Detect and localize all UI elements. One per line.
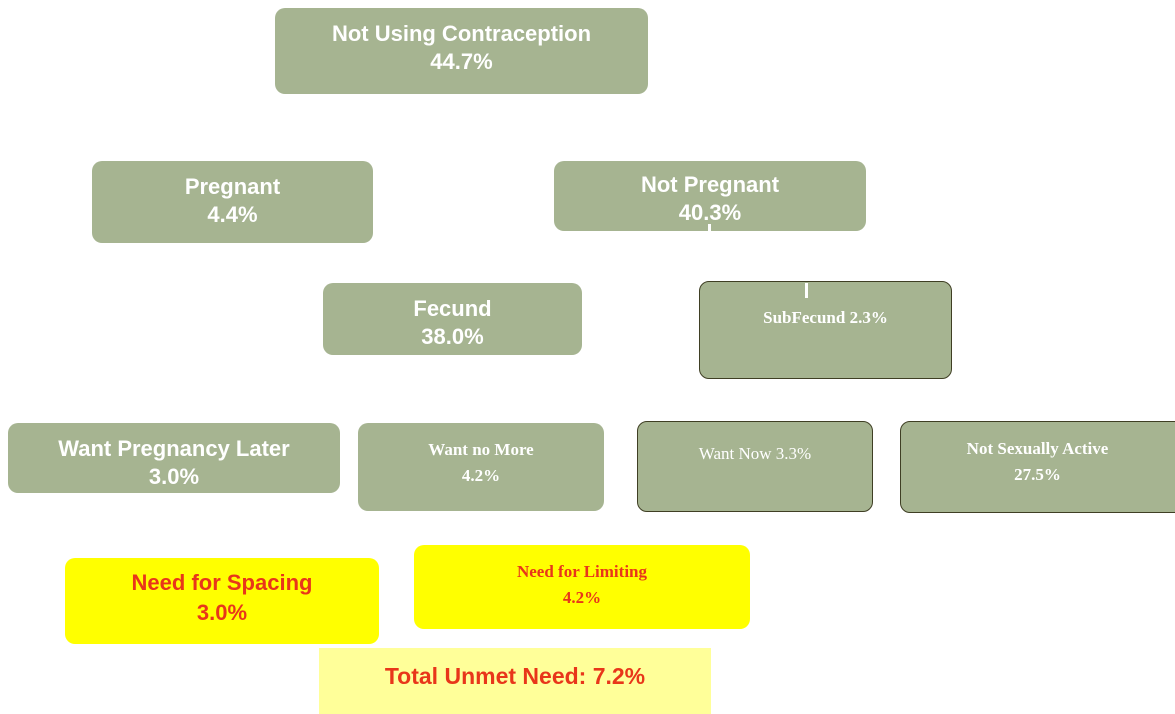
node-label: 4.4%: [207, 202, 258, 227]
node-label: Not Pregnant: [640, 172, 780, 197]
node: Need for Limiting 4.2%: [414, 545, 750, 629]
node: Not Pregnant 40.3%: [554, 161, 866, 231]
node: Want Now 3.3%: [637, 421, 873, 512]
node-label: Fecund: [413, 296, 492, 321]
node-label: Pregnant: [184, 174, 281, 199]
node-label: 27.5%: [1014, 465, 1061, 484]
node: Need for Spacing 3.0%: [65, 558, 379, 644]
node: Fecund 38.0%: [323, 283, 582, 355]
connector: [805, 283, 808, 298]
node: Want no More 4.2%: [358, 423, 604, 511]
node-label: 40.3%: [678, 200, 742, 225]
node-label: Want Now 3.3%: [698, 444, 812, 463]
node-label: Not Using Contraception: [331, 21, 592, 46]
node-label: Need for Spacing: [131, 570, 313, 595]
node: Want Pregnancy Later 3.0%: [8, 423, 340, 493]
connector: [708, 224, 711, 234]
node-label: 38.0%: [421, 324, 484, 349]
connector: [1042, 410, 1045, 421]
node-label: 4.2%: [562, 588, 602, 607]
node-label: Want Pregnancy Later: [58, 436, 290, 461]
node: Total Unmet Need: 7.2%: [319, 648, 711, 714]
node-label: 3.0%: [196, 600, 248, 625]
node-label: 4.2%: [461, 466, 501, 485]
node-label: Total Unmet Need: 7.2%: [384, 663, 646, 689]
node: Not Using Contraception 44.7%: [275, 8, 648, 94]
node-label: Not Sexually Active: [966, 439, 1109, 458]
connector: [721, 410, 724, 421]
node-label: SubFecund 2.3%: [763, 308, 888, 327]
node: SubFecund 2.3%: [699, 281, 952, 379]
node: Pregnant 4.4%: [92, 161, 373, 243]
node-label: 3.0%: [148, 464, 200, 489]
node-label: Want no More: [428, 440, 534, 459]
node-label: Need for Limiting: [516, 562, 647, 581]
node: Not Sexually Active 27.5%: [900, 421, 1175, 513]
node-label: 44.7%: [430, 49, 493, 74]
